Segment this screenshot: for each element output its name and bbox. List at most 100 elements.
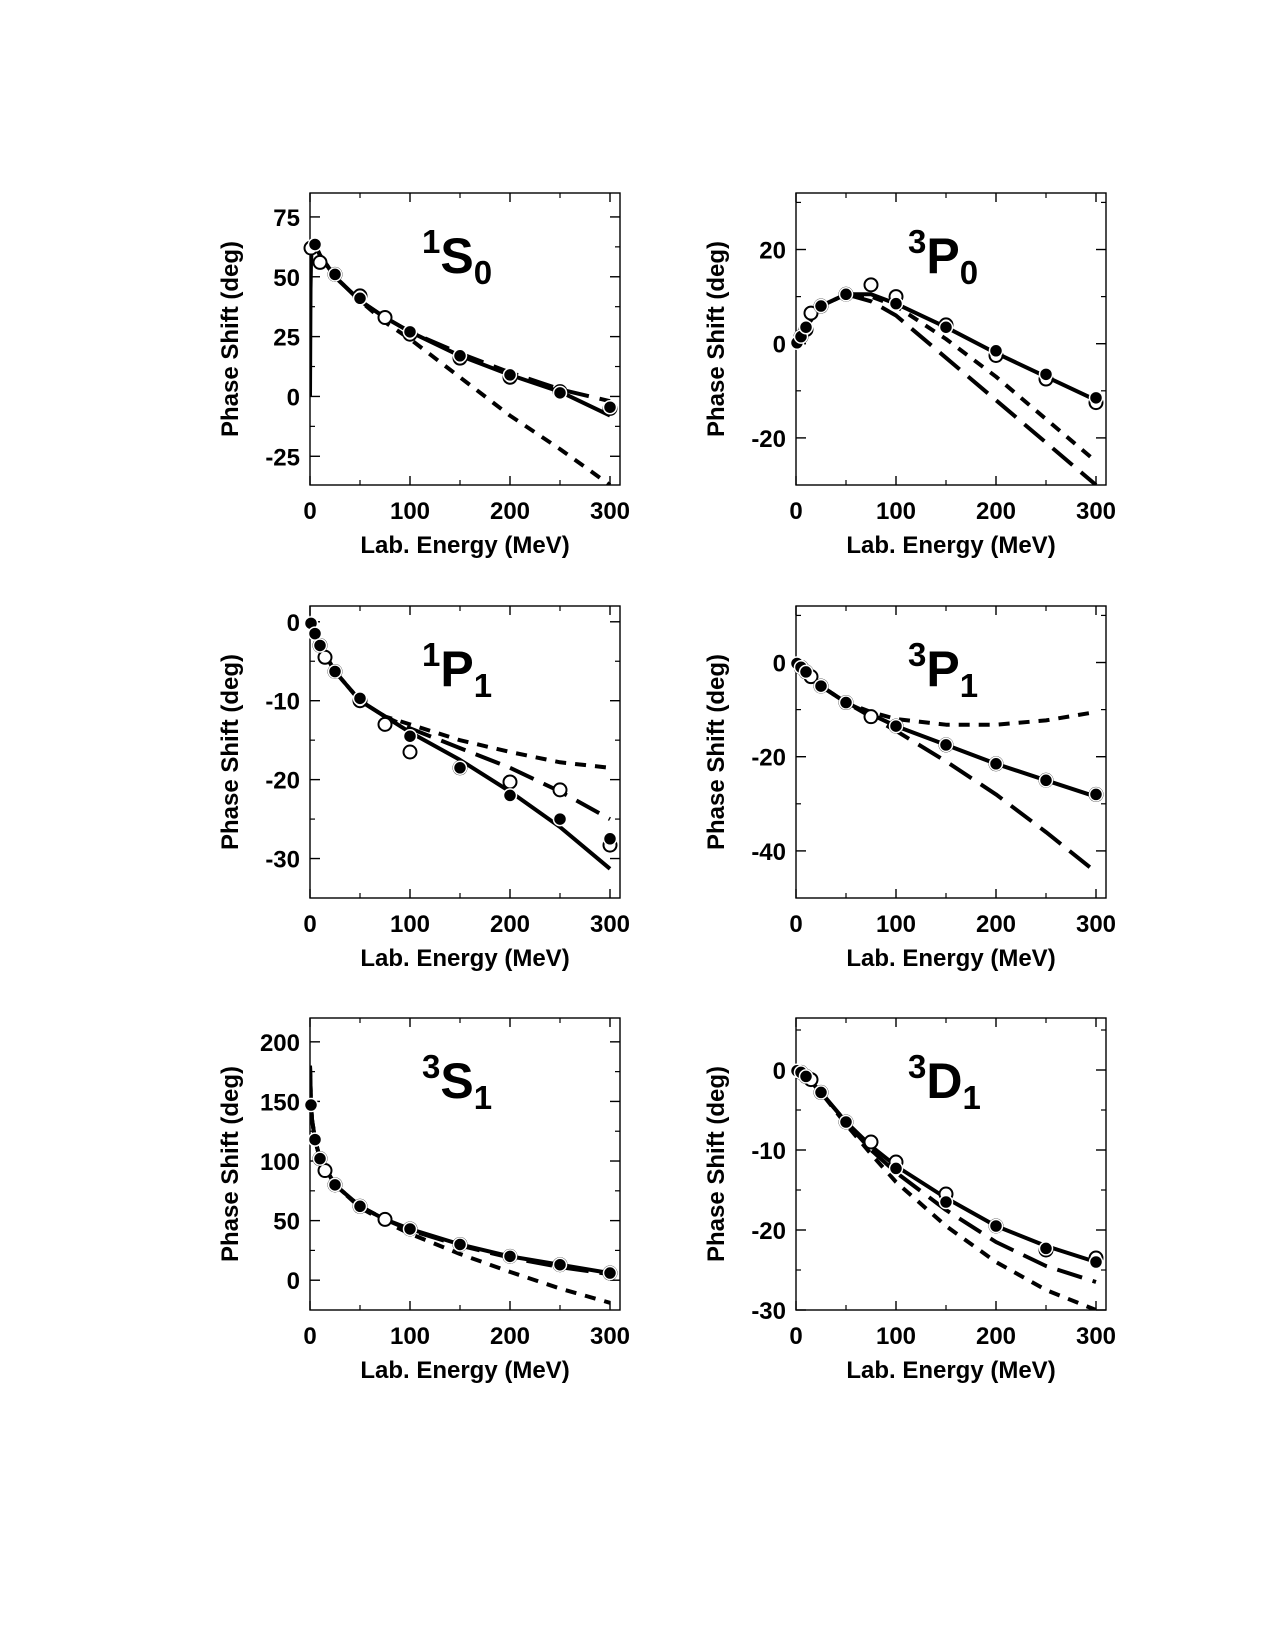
data-point-filled [402,1221,418,1237]
data-point-filled [602,831,618,847]
y-tick-label: -10 [265,689,300,716]
x-tick-label: 100 [390,498,430,525]
y-axis-label: Phase Shift (deg) [217,241,244,437]
y-tick-label: 100 [260,1149,300,1176]
y-tick-label: -30 [265,847,300,874]
y-axis-label: Phase Shift (deg) [703,241,730,437]
plot-frame [795,1017,1107,1311]
data-point-filled [1088,1254,1104,1270]
x-tick-label: 300 [1076,911,1116,938]
data-point-filled [352,1199,368,1214]
data-point-filled [307,237,323,252]
data-point-filled [327,1177,343,1193]
y-tick-label: 200 [260,1030,300,1057]
data-point-filled [838,1114,854,1130]
data-point-filled [813,678,829,694]
y-tick-label: 20 [759,238,786,265]
partial-wave-title: 3D1 [908,1048,981,1116]
x-axis-label: Lab. Energy (MeV) [360,532,569,559]
data-point-filled [938,1194,954,1210]
data-point-filled [813,298,829,314]
chart-panel-5: 0 100 200 300 0 50 100 150 200 Lab. Energy (MeV) P… [217,1017,630,1384]
data-point-open [377,1211,393,1227]
data-point-filled [307,626,323,641]
y-axis-label: Phase Shift (deg) [703,1066,730,1262]
y-axis-label: Phase Shift (deg) [703,654,730,850]
data-point-open [552,782,568,798]
data-point-open [317,649,333,665]
title-subscript: 1 [474,667,492,704]
data-point-filled [502,367,518,383]
y-tick-label: -20 [751,1218,786,1245]
title-superscript: 3 [908,636,926,673]
title-letter: D [926,1053,962,1109]
chart-panel-6: 0 100 200 300 -30 -20 -10 0 Lab. Energy (MeV) Pha… [703,1017,1116,1384]
data-point-filled [938,319,954,335]
x-axis-label: Lab. Energy (MeV) [360,945,569,972]
data-point-filled [402,324,418,340]
y-tick-label: 150 [260,1089,300,1116]
data-point-filled [1038,367,1054,382]
title-letter: P [440,641,473,697]
partial-wave-title: 3S1 [422,1048,492,1116]
x-tick-label: 0 [303,1323,316,1350]
x-tick-label: 200 [490,1323,530,1350]
title-subscript: 1 [962,1079,980,1116]
title-superscript: 3 [908,223,926,260]
y-tick-label: -25 [265,444,300,471]
x-tick-label: 200 [490,498,530,525]
data-point-filled [838,695,854,710]
title-subscript: 0 [474,254,492,291]
partial-wave-title: 3P0 [908,223,978,291]
data-point-open [377,716,393,732]
data-point-filled [798,319,814,335]
y-tick-label: 0 [287,384,300,411]
y-tick-label: -40 [751,839,786,866]
data-point-filled [813,1085,829,1100]
y-tick-label: 0 [287,610,300,637]
title-letter: P [926,228,959,284]
title-subscript: 1 [474,1079,492,1116]
chart-panel-2: 0 100 200 300 -20 0 20 Lab. Energy (MeV) Phase S… [703,192,1116,559]
y-tick-label: 0 [287,1268,300,1295]
y-tick-label: 25 [273,325,300,352]
data-point-filled [798,664,814,680]
x-tick-label: 300 [1076,1323,1116,1350]
data-point-filled [452,1237,468,1252]
x-tick-label: 100 [390,911,430,938]
data-point-filled [552,811,568,827]
data-point-filled [798,1069,814,1084]
x-tick-label: 300 [590,498,630,525]
data-point-open [803,305,819,321]
partial-wave-title: 3P1 [908,636,978,704]
y-tick-label: -20 [751,426,786,453]
x-tick-label: 0 [789,498,802,525]
y-tick-label: 0 [773,1058,786,1085]
x-tick-label: 100 [390,1323,430,1350]
title-subscript: 0 [960,254,978,291]
data-point-filled [552,1257,568,1272]
plot-frame [309,1017,621,1311]
data-point-open [863,277,879,293]
data-point-filled [838,287,854,302]
title-superscript: 3 [422,1048,440,1085]
x-axis-label: Lab. Energy (MeV) [846,1357,1055,1384]
data-point-filled [312,638,328,653]
data-point-filled [552,385,568,401]
y-tick-label: 50 [273,265,300,292]
y-tick-label: -10 [751,1138,786,1165]
data-point-filled [602,1265,618,1281]
x-tick-label: 200 [976,911,1016,938]
curve-short-dash [796,292,1098,464]
title-superscript: 3 [908,1048,926,1085]
x-tick-label: 200 [976,1323,1016,1350]
data-point-filled [888,1161,904,1176]
data-point-filled [352,291,368,306]
curve-short-dash [313,243,612,485]
data-point-filled [988,756,1004,772]
data-point-filled [602,399,618,415]
x-tick-label: 300 [590,911,630,938]
x-tick-label: 0 [789,1323,802,1350]
x-tick-label: 300 [590,1323,630,1350]
